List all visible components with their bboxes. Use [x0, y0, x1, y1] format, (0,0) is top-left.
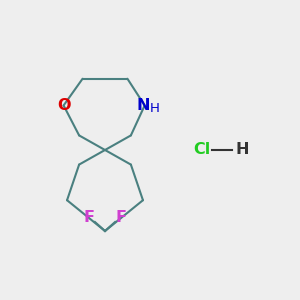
Text: F: F [116, 210, 126, 225]
Text: N: N [136, 98, 150, 113]
Text: F: F [84, 210, 94, 225]
Text: O: O [57, 98, 70, 113]
Text: Cl: Cl [193, 142, 210, 158]
Text: H: H [149, 102, 159, 115]
Text: H: H [236, 142, 249, 158]
